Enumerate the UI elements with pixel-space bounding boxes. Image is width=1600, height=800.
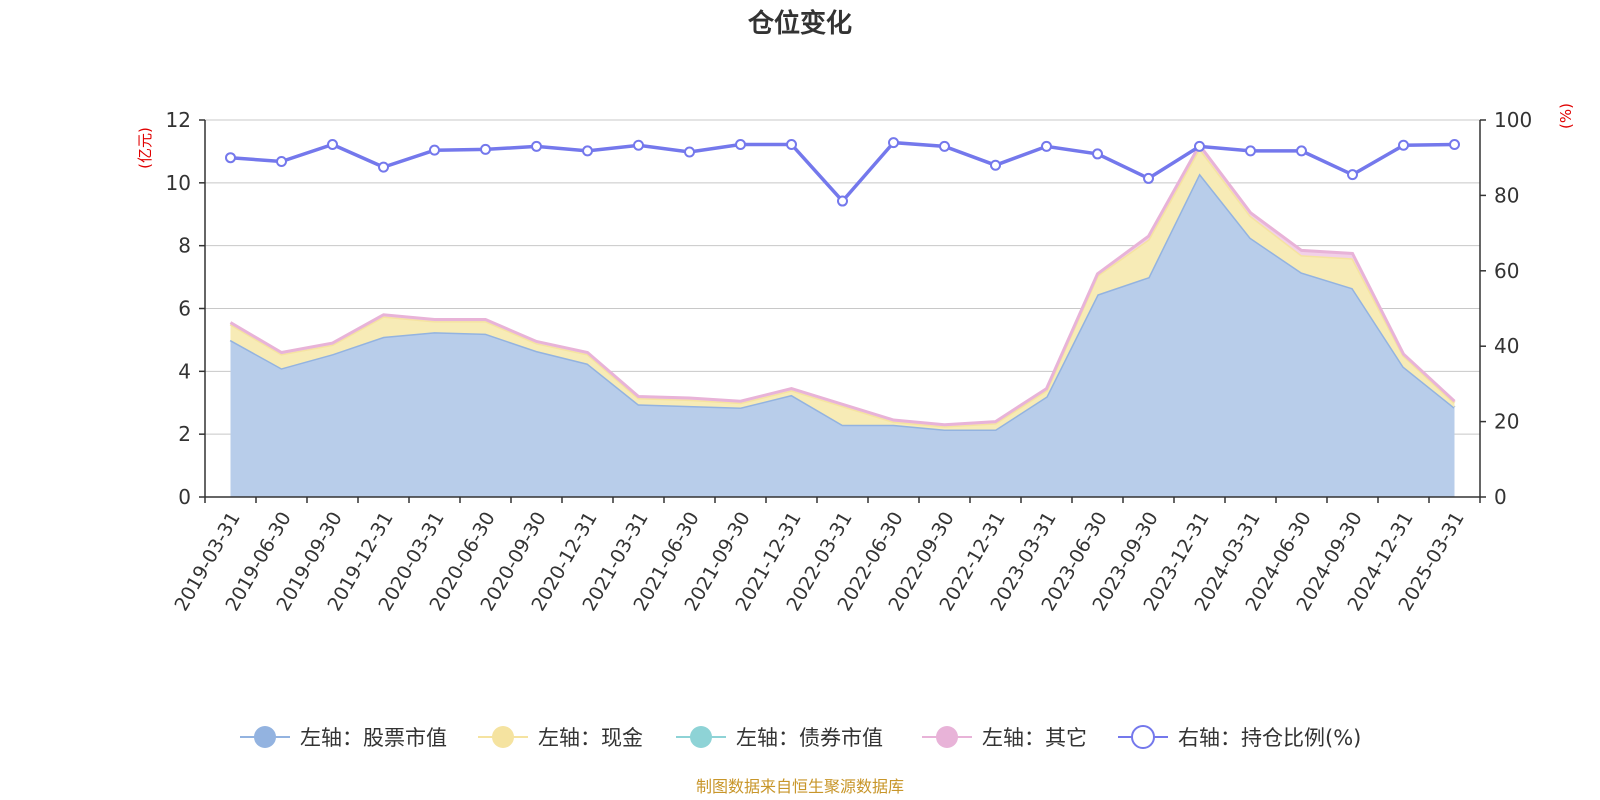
data-source-note: 制图数据来自恒生聚源数据库 <box>696 777 904 796</box>
legend-item: 左轴：股票市值 <box>240 726 447 750</box>
holding-ratio-point <box>1347 169 1358 181</box>
chart-title: 仓位变化 <box>747 8 852 39</box>
legend-circle-icon <box>936 726 958 748</box>
holding-ratio-point <box>1296 145 1307 157</box>
holding-ratio-line <box>230 140 1455 204</box>
holding-ratio-point <box>1398 139 1409 151</box>
legend: 左轴：股票市值 左轴：现金 左轴：债券市值 左轴：其它 右轴：持仓比例(%) <box>240 725 1361 750</box>
holding-ratio-point <box>888 137 899 149</box>
legend-item: 左轴：其它 <box>922 726 1087 750</box>
legend-circle-icon <box>492 726 514 748</box>
holding-ratio-point <box>276 155 287 167</box>
legend-circle-icon <box>254 726 276 748</box>
ratio-line <box>225 137 1460 207</box>
stacked-areas <box>229 142 1456 497</box>
holding-ratio-point <box>480 143 491 155</box>
left-axis-unit: (亿元) <box>136 127 154 169</box>
right-axis-tick-label: 0 <box>1494 485 1507 509</box>
left-axis-tick-label: 12 <box>166 108 191 132</box>
left-axis-tick-label: 0 <box>178 485 191 509</box>
right-axis-tick-label: 80 <box>1494 183 1519 207</box>
holding-ratio-point <box>327 139 338 151</box>
holding-ratio-point <box>1143 172 1154 184</box>
holding-ratio-point <box>1245 145 1256 157</box>
holding-ratio-point <box>837 195 848 207</box>
holding-ratio-point <box>633 139 644 151</box>
legend-label: 左轴：现金 <box>538 726 643 750</box>
right-axis-tick-label: 100 <box>1494 108 1532 132</box>
legend-label: 右轴：持仓比例(%) <box>1178 726 1361 750</box>
holding-ratio-point <box>684 146 695 158</box>
left-axis-tick-label: 2 <box>178 422 191 446</box>
legend-item: 左轴：现金 <box>478 726 643 750</box>
legend-label: 左轴：债券市值 <box>736 726 883 750</box>
legend-label: 左轴：其它 <box>982 726 1087 750</box>
holding-ratio-point <box>582 145 593 157</box>
holding-ratio-point <box>429 144 440 156</box>
holding-ratio-point <box>378 161 389 173</box>
legend-label: 左轴：股票市值 <box>300 726 447 750</box>
left-axis-tick-label: 8 <box>178 234 191 258</box>
left-axis-tick-label: 6 <box>178 297 191 321</box>
holding-ratio-point <box>1194 140 1205 152</box>
legend-item: 右轴：持仓比例(%) <box>1118 725 1361 750</box>
right-axis-tick-label: 40 <box>1494 334 1519 358</box>
right-axis-tick-label: 60 <box>1494 259 1519 283</box>
left-axis-tick-label: 10 <box>166 171 191 195</box>
legend-hollow-circle-icon <box>1131 725 1155 749</box>
holding-ratio-point <box>735 139 746 151</box>
legend-item: 左轴：债券市值 <box>676 726 883 750</box>
holding-ratio-point <box>1092 148 1103 160</box>
holding-ratio-point <box>531 140 542 152</box>
left-axis-tick-label: 4 <box>178 359 191 383</box>
holding-ratio-point <box>786 139 797 151</box>
right-axis-unit: (%) <box>1557 103 1575 129</box>
legend-circle-icon <box>690 726 712 748</box>
area-edge-e8b3d8 <box>229 142 1456 427</box>
holding-ratio-point <box>225 152 236 164</box>
right-axis-tick-label: 20 <box>1494 410 1519 434</box>
holding-ratio-point <box>939 140 950 152</box>
holding-ratio-point <box>1041 140 1052 152</box>
holding-ratio-point <box>1449 139 1460 151</box>
area-fill-93b3e0 <box>230 173 1455 497</box>
holding-ratio-point <box>990 159 1001 171</box>
